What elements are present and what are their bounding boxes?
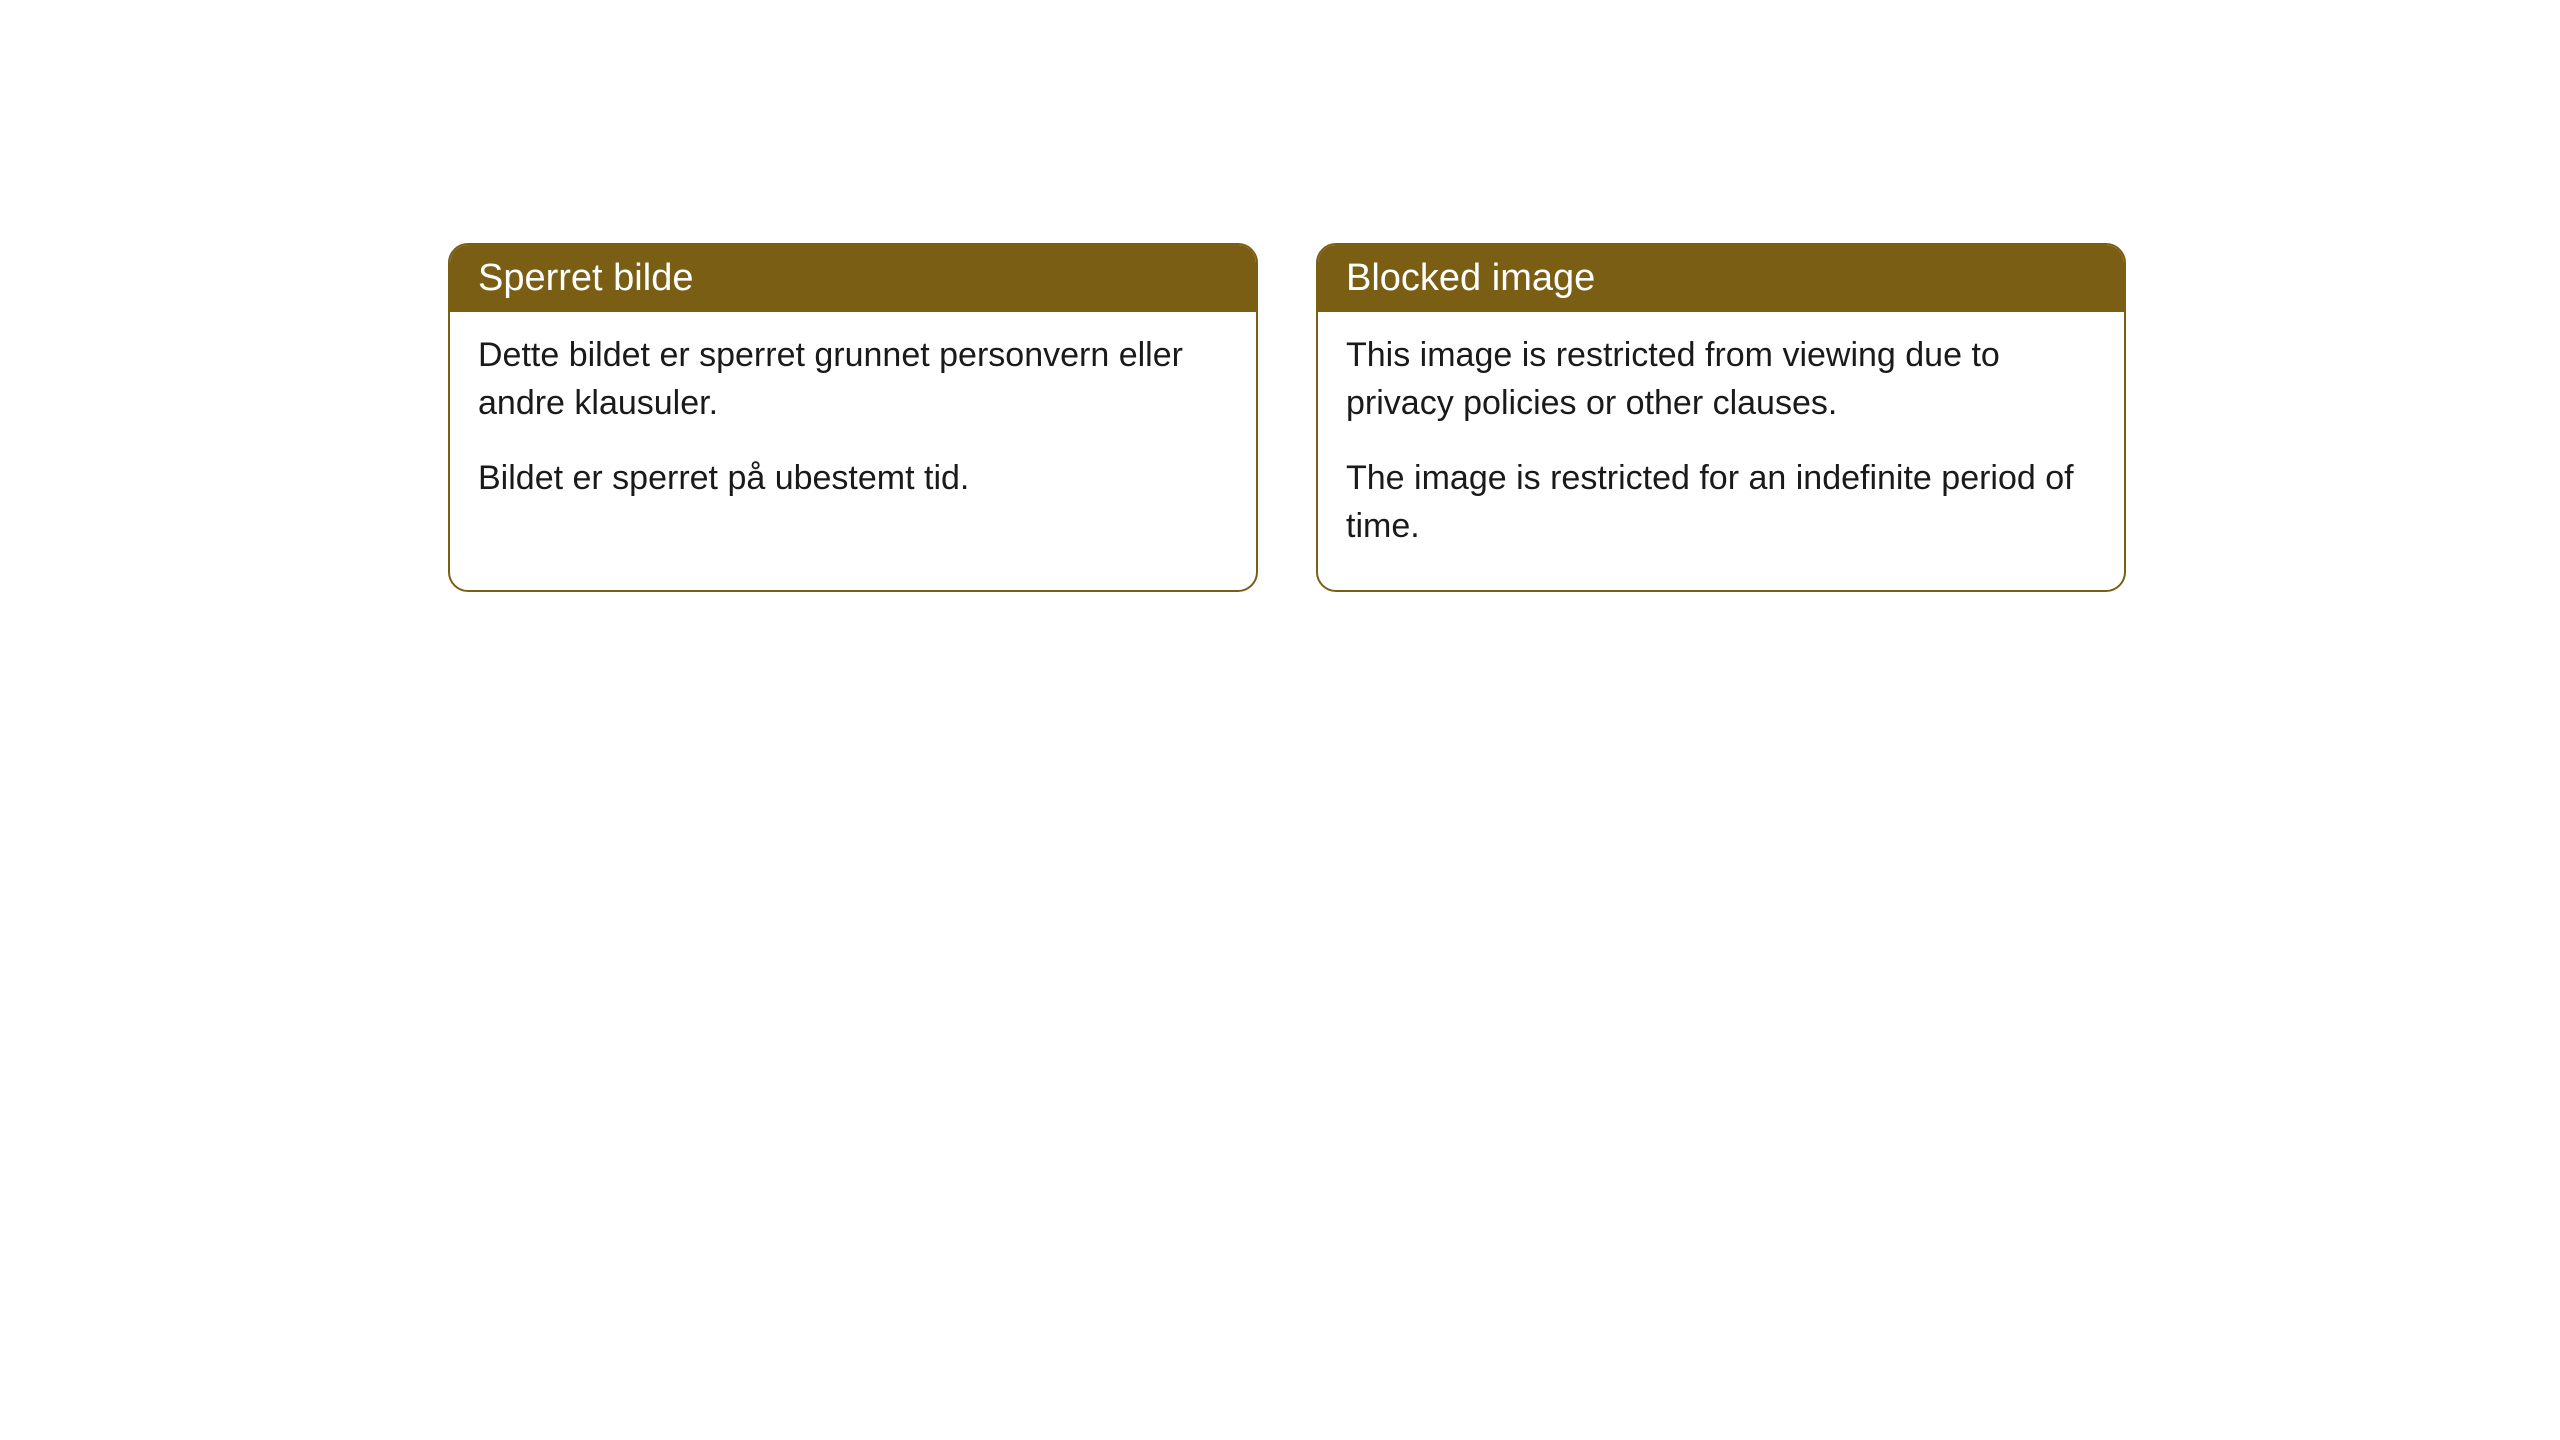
card-paragraph: Bildet er sperret på ubestemt tid. bbox=[478, 455, 1228, 503]
card-title: Sperret bilde bbox=[478, 257, 693, 299]
card-header-english: Blocked image bbox=[1318, 245, 2124, 312]
card-paragraph: Dette bildet er sperret grunnet personve… bbox=[478, 332, 1228, 427]
card-header-norwegian: Sperret bilde bbox=[450, 245, 1256, 312]
card-body-norwegian: Dette bildet er sperret grunnet personve… bbox=[450, 312, 1256, 543]
card-norwegian: Sperret bilde Dette bildet er sperret gr… bbox=[448, 243, 1258, 592]
card-title: Blocked image bbox=[1346, 257, 1595, 299]
card-english: Blocked image This image is restricted f… bbox=[1316, 243, 2126, 592]
card-body-english: This image is restricted from viewing du… bbox=[1318, 312, 2124, 590]
card-paragraph: The image is restricted for an indefinit… bbox=[1346, 455, 2096, 550]
cards-container: Sperret bilde Dette bildet er sperret gr… bbox=[448, 243, 2126, 592]
card-paragraph: This image is restricted from viewing du… bbox=[1346, 332, 2096, 427]
